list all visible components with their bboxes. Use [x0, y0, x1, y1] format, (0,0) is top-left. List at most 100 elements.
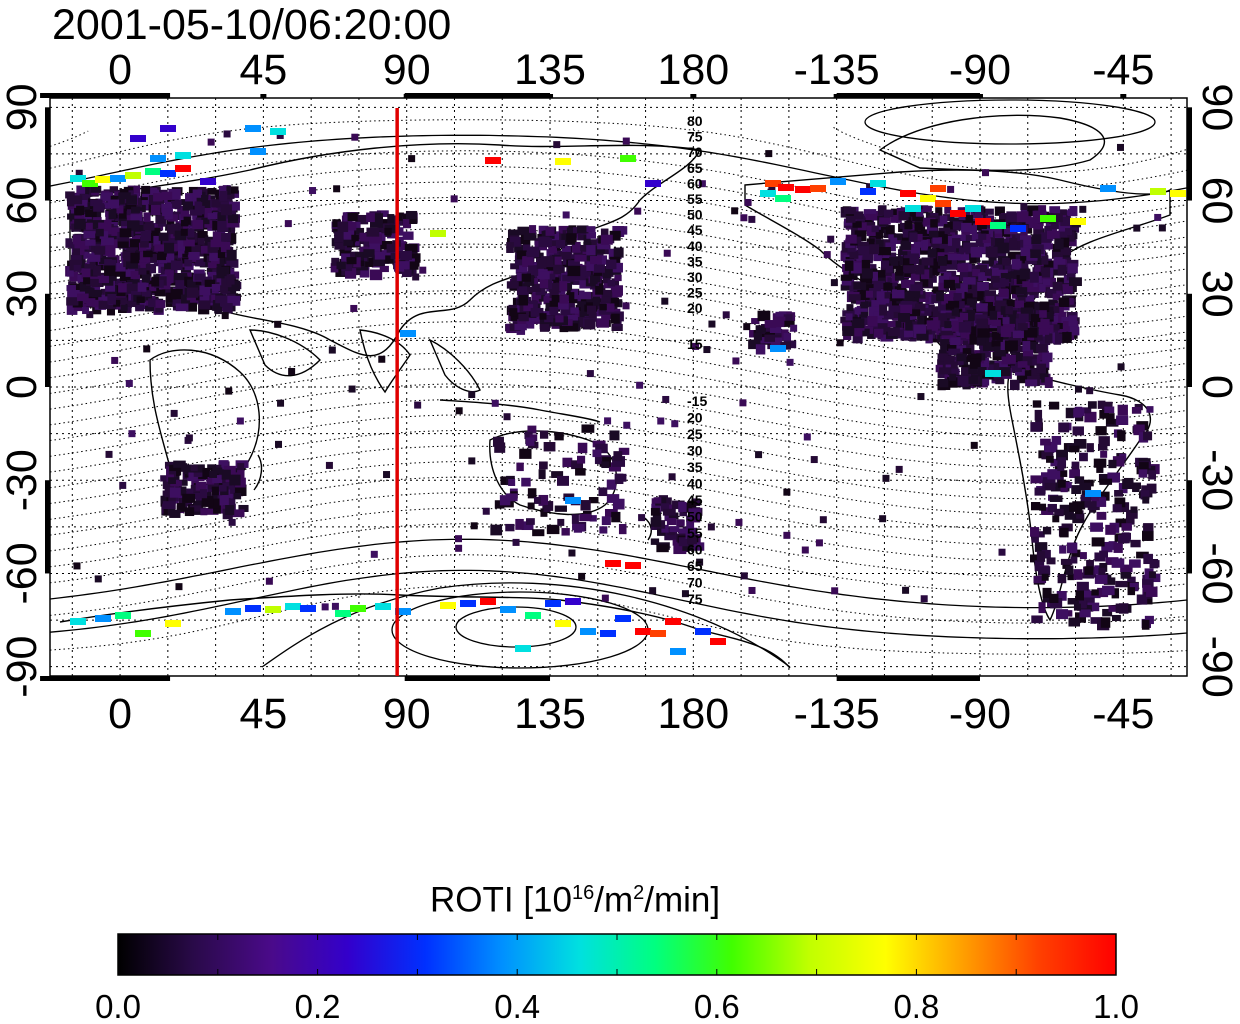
roti-cell [951, 307, 959, 316]
roti-cell [953, 292, 962, 301]
roti-cell [482, 507, 490, 515]
roti-cell [86, 311, 94, 319]
roti-cell [864, 252, 874, 262]
roti-cell [1138, 467, 1148, 478]
roti-cell [557, 302, 569, 310]
roti-cell [1112, 504, 1122, 513]
roti-cell [935, 207, 943, 218]
roti-cell [991, 340, 1003, 347]
roti-cell [98, 300, 109, 310]
roti-cell [927, 326, 940, 334]
roti-cell [784, 320, 795, 327]
roti-cell [204, 279, 216, 287]
roti-cell [184, 507, 195, 517]
roti-cell [119, 273, 129, 282]
roti-cell [951, 379, 962, 388]
roti-cell [938, 282, 946, 291]
roti-cell [613, 247, 624, 258]
roti-cell [221, 312, 229, 320]
roti-cell [80, 194, 89, 203]
roti-cell [216, 268, 225, 279]
roti-cell [1084, 411, 1097, 423]
roti-cell [998, 548, 1006, 556]
roti-cell [100, 245, 111, 252]
roti-cell [1148, 571, 1156, 579]
roti-cell [1111, 614, 1121, 622]
roti-cell [1101, 541, 1113, 553]
roti-cell [1022, 349, 1034, 357]
roti-cell [951, 282, 961, 289]
roti-cell [1047, 503, 1057, 513]
roti-cell [1002, 317, 1010, 325]
roti-cell [873, 249, 882, 260]
roti-cell [1059, 504, 1073, 516]
roti-cell [1069, 502, 1078, 512]
roti-cell [1034, 260, 1042, 272]
roti-cell [549, 306, 559, 315]
roti-cell [984, 268, 992, 276]
roti-cell [212, 299, 221, 311]
roti-cell [412, 273, 420, 281]
roti-cell [1071, 461, 1080, 473]
roti-cell [695, 628, 711, 635]
roti-cell [200, 508, 208, 516]
roti-cell [830, 178, 846, 185]
mlat-label-north: 60 [687, 175, 703, 191]
roti-cell [678, 537, 689, 547]
roti-cell [148, 298, 160, 308]
roti-cell [551, 471, 564, 478]
roti-cell [265, 606, 281, 613]
roti-cell [859, 296, 872, 307]
roti-cell [841, 279, 854, 286]
roti-cell [949, 276, 960, 284]
frame-bar-top [836, 93, 980, 98]
roti-cell [150, 204, 161, 216]
roti-cell [99, 231, 109, 239]
roti-cell [678, 528, 690, 539]
roti-cell [369, 218, 383, 228]
mlat-label-south: 75 [687, 591, 703, 607]
roti-cell [1138, 462, 1149, 470]
roti-cell [92, 299, 103, 308]
roti-cell [168, 188, 181, 200]
roti-cell [917, 393, 925, 401]
roti-cell [991, 319, 1001, 327]
roti-cell [1024, 370, 1034, 380]
roti-cell [755, 325, 766, 333]
roti-cell [1052, 515, 1060, 523]
roti-cell [997, 242, 1010, 254]
roti-cell [508, 478, 516, 486]
roti-cell [853, 236, 862, 244]
roti-cell [562, 457, 573, 468]
roti-cell [883, 209, 894, 217]
roti-cell [1108, 459, 1117, 469]
roti-cell [524, 431, 533, 440]
roti-cell [400, 330, 416, 337]
roti-cell [916, 330, 929, 341]
roti-cell [895, 265, 904, 276]
roti-cell [383, 471, 391, 479]
roti-cell [205, 507, 219, 515]
roti-cell [606, 259, 617, 270]
roti-cell [650, 538, 660, 545]
roti-cell [216, 256, 225, 267]
roti-cell [1039, 238, 1052, 250]
roti-cell [603, 267, 612, 279]
roti-cell [170, 288, 183, 300]
roti-cell [580, 628, 596, 635]
roti-cell [578, 572, 586, 580]
roti-cell [623, 421, 631, 429]
roti-cell [952, 221, 964, 231]
roti-cell [94, 246, 106, 255]
mlat-label-south: 25 [687, 426, 703, 442]
roti-cell [662, 395, 670, 403]
roti-cell [570, 307, 579, 314]
roti-cell [209, 253, 219, 262]
roti-cell [1079, 452, 1088, 462]
roti-cell [142, 285, 152, 292]
roti-cell [175, 583, 183, 591]
roti-cell [850, 262, 864, 274]
roti-cell [359, 232, 373, 242]
roti-cell [95, 176, 111, 183]
